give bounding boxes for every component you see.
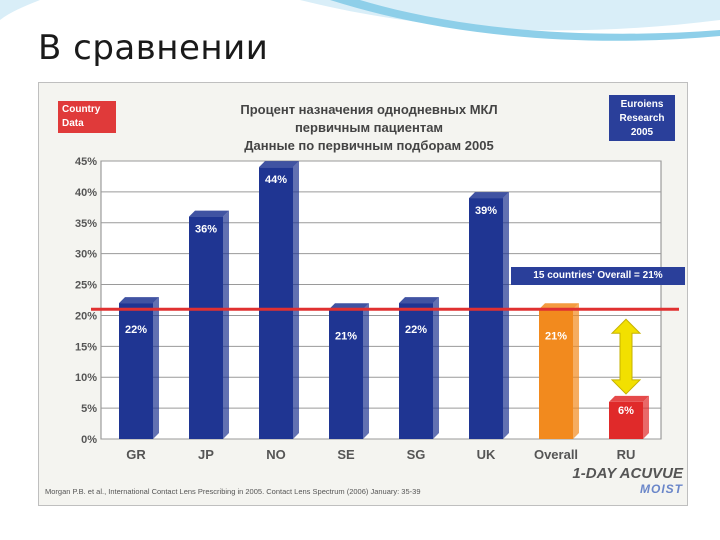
header-swoosh [0, 0, 720, 41]
bar-top [609, 395, 649, 402]
x-tick-label: Overall [534, 447, 578, 462]
x-tick-label: NO [266, 447, 286, 462]
data-label: 22% [125, 324, 147, 336]
x-tick-label: GR [126, 447, 146, 462]
x-tick-label: RU [617, 447, 636, 462]
x-tick-label: SE [337, 447, 355, 462]
y-tick-label: 30% [75, 249, 97, 261]
bar-top [189, 210, 229, 217]
bar [259, 167, 293, 439]
data-label: 44% [265, 174, 287, 186]
bar [189, 216, 223, 439]
bar-side [153, 297, 159, 439]
bar-top [119, 297, 159, 304]
y-tick-label: 15% [75, 341, 97, 353]
country-data-badge: Country Data [58, 101, 116, 133]
y-tick-label: 25% [75, 280, 97, 292]
brand-line-2: MOIST [640, 482, 683, 496]
chart-title: Процент назначения однодневных МКЛ перви… [179, 101, 559, 155]
bar [119, 303, 153, 439]
data-label: 6% [618, 405, 634, 417]
chart-panel: 0% 5% 10% 15% 20% 25% 30% 35% 40% 45% GR JP NO SE SG UK… [38, 82, 688, 506]
y-tick-label: 45% [75, 156, 97, 168]
research-badge: Euroiens Research 2005 [609, 95, 675, 141]
chart-title-line-3: Данные по первичным подборам 2005 [244, 138, 494, 153]
data-label: 39% [475, 205, 497, 217]
bar [539, 309, 573, 439]
data-label: 22% [405, 324, 427, 336]
bar-top [399, 297, 439, 304]
y-tick-label: 35% [75, 218, 97, 230]
bar [399, 303, 433, 439]
chart-title-line-2: первичным пациентам [294, 120, 444, 135]
data-label: 21% [545, 330, 567, 342]
x-tick-label: JP [198, 447, 214, 462]
y-tick-label: 5% [81, 403, 97, 415]
bar-side [573, 303, 579, 439]
bar [469, 198, 503, 439]
bar-side [223, 210, 229, 439]
bar-side [643, 395, 649, 439]
brand-logo: 1-DAY ACUVUE MOIST [523, 465, 683, 496]
bar-side [293, 161, 299, 439]
bar [609, 401, 643, 439]
bar-side [503, 192, 509, 439]
bar-chart: 0% 5% 10% 15% 20% 25% 30% 35% 40% 45% GR JP NO SE SG UK… [75, 156, 679, 462]
bar-top [259, 161, 299, 168]
bar-top [469, 192, 509, 199]
y-tick-label: 40% [75, 187, 97, 199]
bar [329, 309, 363, 439]
brand-line-1: 1-DAY ACUVUE [572, 465, 683, 482]
difference-arrow [610, 318, 642, 395]
x-tick-label: UK [477, 447, 496, 462]
overall-label: 15 countries' Overall = 21% [511, 267, 685, 285]
x-tick-label: SG [407, 447, 426, 462]
y-tick-label: 20% [75, 310, 97, 322]
slide-title: В сравнении [38, 28, 269, 68]
data-label: 21% [335, 330, 357, 342]
y-tick-label: 10% [75, 372, 97, 384]
bar-side [363, 303, 369, 439]
source-citation: Morgan P.B. et al., International Contac… [45, 487, 421, 496]
chart-title-line-1: Процент назначения однодневных МКЛ [240, 102, 498, 117]
y-tick-label: 0% [81, 434, 97, 446]
data-label: 36% [195, 224, 217, 236]
bar-side [433, 297, 439, 439]
